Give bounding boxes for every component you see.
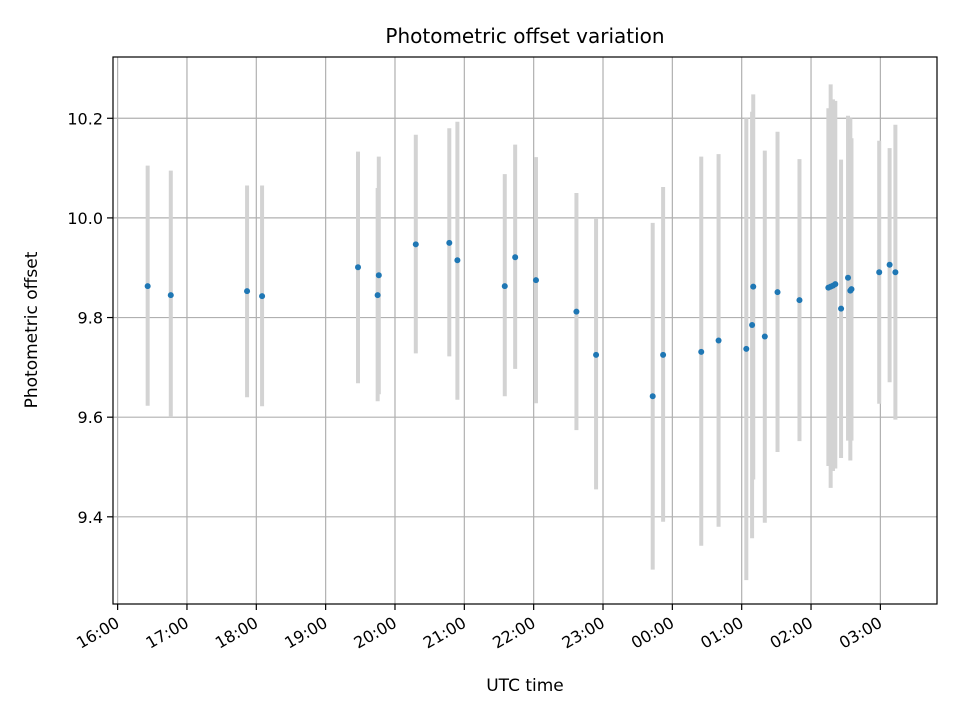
data-point (660, 351, 667, 358)
data-point (838, 305, 845, 312)
data-point (848, 286, 855, 293)
data-point (375, 272, 382, 279)
data-point (244, 288, 251, 295)
data-point (749, 322, 756, 329)
data-point (796, 297, 803, 304)
data-point (144, 283, 151, 290)
data-point (412, 241, 419, 248)
data-point (886, 261, 893, 268)
data-point (892, 269, 899, 276)
y-tick-label: 10.2 (67, 109, 103, 128)
plot-frame (112, 56, 938, 605)
y-tick-label: 10.0 (67, 209, 103, 228)
x-axis-label: UTC time (486, 676, 564, 696)
data-point (715, 337, 722, 344)
y-tick-label: 9.8 (78, 309, 103, 328)
data-point (876, 269, 883, 276)
data-point (259, 293, 266, 300)
data-point (649, 393, 656, 400)
data-point (845, 274, 852, 281)
y-axis: 9.4 9.6 9.8 10.0 10.2 (67, 109, 113, 527)
data-point (446, 239, 453, 246)
data-point (743, 345, 750, 352)
data-point (374, 292, 381, 299)
chart-title: Photometric offset variation (385, 24, 664, 48)
data-points (144, 239, 899, 400)
data-point (532, 277, 539, 284)
data-point (832, 281, 839, 288)
data-point (167, 292, 174, 299)
data-point (355, 264, 362, 271)
data-point (501, 283, 508, 290)
data-point (454, 257, 461, 264)
y-tick-label: 9.4 (78, 508, 103, 527)
data-point (573, 308, 580, 315)
y-axis-label: Photometric offset (22, 251, 42, 408)
data-point (774, 289, 781, 296)
data-point (750, 283, 757, 290)
data-point (698, 348, 705, 355)
data-point (593, 351, 600, 358)
y-tick-label: 9.6 (78, 408, 103, 427)
data-point (761, 333, 768, 340)
data-point (512, 254, 519, 261)
